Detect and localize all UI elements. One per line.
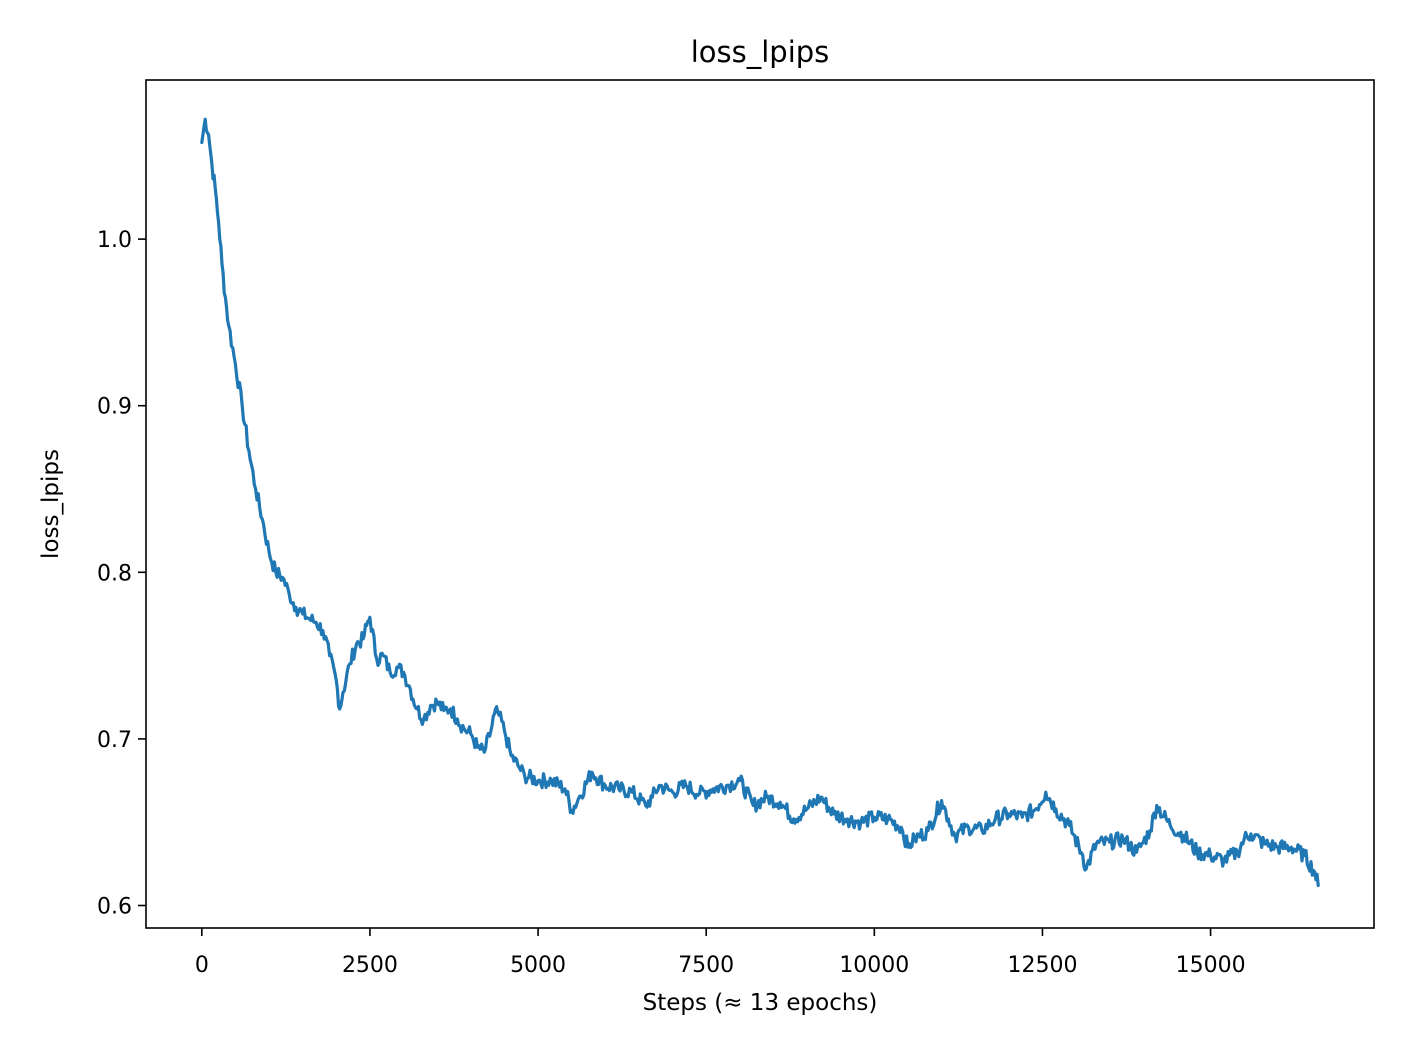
y-tick-label: 0.6 [97,895,132,920]
x-tick-label: 12500 [1007,953,1077,978]
x-tick-label: 0 [195,953,209,978]
axes-frame [145,79,1375,929]
y-axis-label: loss_lpips [38,449,64,559]
y-tick-label: 0.9 [97,395,132,420]
plot-area [145,79,1375,929]
y-axis: 0.6 0.7 0.8 0.9 1.0 [97,228,146,920]
x-tick-label: 2500 [342,953,398,978]
series-line-loss-lpips [200,117,1320,888]
x-tick-label: 5000 [510,953,566,978]
x-tick-label: 15000 [1176,953,1246,978]
x-tick-label: 10000 [839,953,909,978]
x-axis-label: Steps (≈ 13 epochs) [643,990,878,1016]
chart-title: loss_lpips [691,35,830,69]
x-tick-label: 7500 [678,953,734,978]
y-tick-label: 1.0 [97,228,132,253]
y-tick-label: 0.8 [97,561,132,586]
y-tick-label: 0.7 [97,728,132,753]
x-axis: 0 2500 5000 7500 10000 12500 15000 [195,928,1246,978]
